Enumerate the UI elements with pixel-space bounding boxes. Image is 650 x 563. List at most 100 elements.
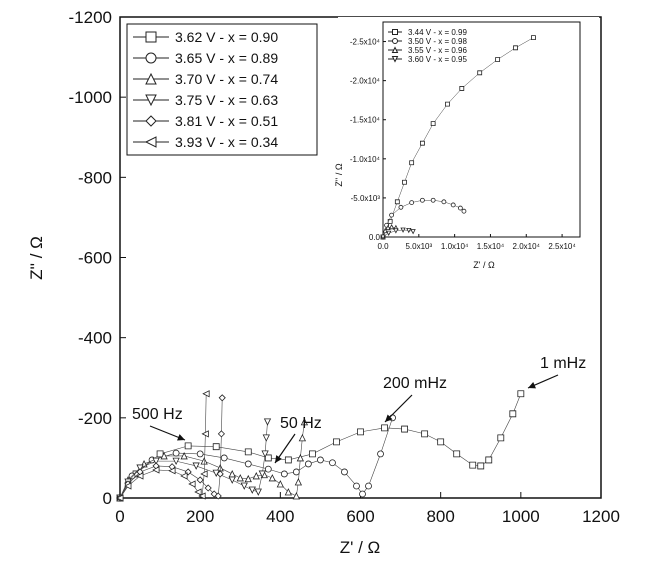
data-point (365, 482, 372, 490)
data-point (204, 484, 212, 492)
main-annotations: 500 Hz 50 Hz 200 mHz 1 mHz (132, 355, 586, 464)
data-point (409, 160, 415, 166)
data-point (437, 438, 445, 446)
data-point (228, 470, 236, 478)
data-point (218, 394, 226, 402)
data-point (329, 459, 336, 467)
inset-plot-frame (382, 21, 581, 238)
x-tick-label: 0 (115, 507, 124, 526)
x-tick-label: 400 (266, 507, 294, 526)
data-point (244, 460, 252, 468)
data-point (262, 434, 270, 442)
data-point (172, 457, 180, 466)
data-point (296, 454, 305, 462)
data-point (459, 86, 465, 91)
data-point (406, 227, 412, 234)
inset-plot: 0.0 5.0x10³ 1.0x10⁴ 1.5x10⁴ 2.0x10⁴ 2.5x10⁴ 0… (334, 17, 599, 277)
legend-marker (145, 115, 157, 127)
y-tick-label: -600 (78, 249, 112, 268)
data-point (194, 488, 202, 496)
annotation-arrowhead (385, 414, 393, 422)
frequency-annotation: 500 Hz (132, 406, 183, 423)
data-point (457, 205, 463, 211)
main-y-ticks: 0 -200 -400 -600 -800 -1000 -1200 (69, 8, 126, 508)
data-point (198, 492, 206, 500)
data-point (509, 410, 517, 418)
x-tick-label: 1000 (502, 507, 540, 526)
data-point (210, 490, 218, 498)
annotation-arrowhead (275, 455, 282, 463)
data-point (386, 230, 392, 236)
data-point (180, 472, 188, 480)
annotation-arrowhead (528, 381, 536, 389)
data-point (217, 430, 225, 438)
data-point (284, 488, 292, 496)
data-point (252, 472, 260, 480)
data-point (477, 70, 483, 76)
data-point (461, 208, 467, 214)
data-point (398, 204, 404, 210)
data-point (192, 462, 200, 470)
data-point (258, 470, 266, 478)
inset-y-ticks: 0.0 -5.0x10³ -1.0x10⁴ -1.5x10⁴ -2.0x10⁴ -2.5x… (350, 38, 386, 242)
y-tick-label: -400 (78, 329, 112, 348)
data-point (202, 390, 210, 398)
data-point (172, 449, 180, 457)
data-point (409, 200, 415, 205)
y-tick-label: 0 (103, 489, 112, 508)
legend-label: 3.81 V - x = 0.51 (175, 113, 278, 129)
data-point (124, 482, 132, 490)
data-point (284, 456, 292, 464)
legend-marker (145, 52, 157, 64)
legend-marker (144, 136, 157, 148)
inset-series (380, 35, 536, 240)
data-point (168, 467, 176, 475)
x-tick-label: 1.5x10⁴ (477, 242, 505, 251)
data-point (402, 179, 407, 185)
y-tick-label: -5.0x10³ (351, 194, 381, 203)
data-point (220, 454, 228, 462)
data-point (200, 457, 208, 465)
data-point (240, 482, 248, 490)
data-point (353, 482, 360, 490)
data-point (268, 474, 276, 482)
x-tick-label: 0.0 (377, 242, 389, 251)
x-tick-label: 5.0x10³ (405, 242, 432, 251)
data-point (264, 465, 272, 473)
main-series (116, 390, 525, 502)
y-tick-label: -1200 (69, 8, 112, 27)
main-legend: 3.62 V - x = 0.90 3.65 V - x = 0.89 3.70 V… (126, 23, 318, 156)
data-point (388, 223, 395, 230)
legend-marker (392, 38, 399, 44)
inset-x-ticks: 0.0 5.0x10³ 1.0x10⁴ 1.5x10⁴ 2.0x10⁴ 2.5x10⁴ (377, 234, 576, 251)
data-point (517, 390, 525, 398)
data-point (201, 430, 209, 438)
annotation-arrowhead (177, 434, 185, 441)
data-point (236, 474, 244, 482)
data-point (212, 443, 220, 451)
legend-box (126, 23, 318, 156)
data-point (152, 457, 160, 466)
data-point (430, 197, 436, 203)
legend-marker (145, 94, 157, 107)
y-tick-label: -200 (78, 409, 112, 428)
data-point (276, 480, 284, 488)
legend-marker (145, 31, 157, 43)
legend-label: 3.75 V - x = 0.63 (175, 92, 278, 108)
data-point (380, 234, 386, 240)
main-x-axis-title: Z' / Ω (340, 538, 381, 557)
legend-label: 3.44 V - x = 0.99 (408, 28, 467, 37)
data-point (309, 450, 316, 458)
data-point (410, 229, 416, 235)
legend-marker (392, 29, 398, 35)
main-plot: 0 200 400 600 800 1000 1200 0 -200 -400 -600 -800 -… (27, 8, 620, 557)
y-tick-label: -1000 (69, 88, 112, 107)
frequency-annotation: 200 mHz (383, 375, 447, 392)
data-point (244, 448, 252, 456)
x-tick-label: 2.5x10⁴ (548, 242, 576, 251)
data-point (400, 227, 406, 233)
data-point (136, 472, 144, 480)
frequency-annotation: 1 mHz (540, 355, 586, 372)
data-point (184, 442, 192, 450)
data-point (477, 462, 485, 470)
